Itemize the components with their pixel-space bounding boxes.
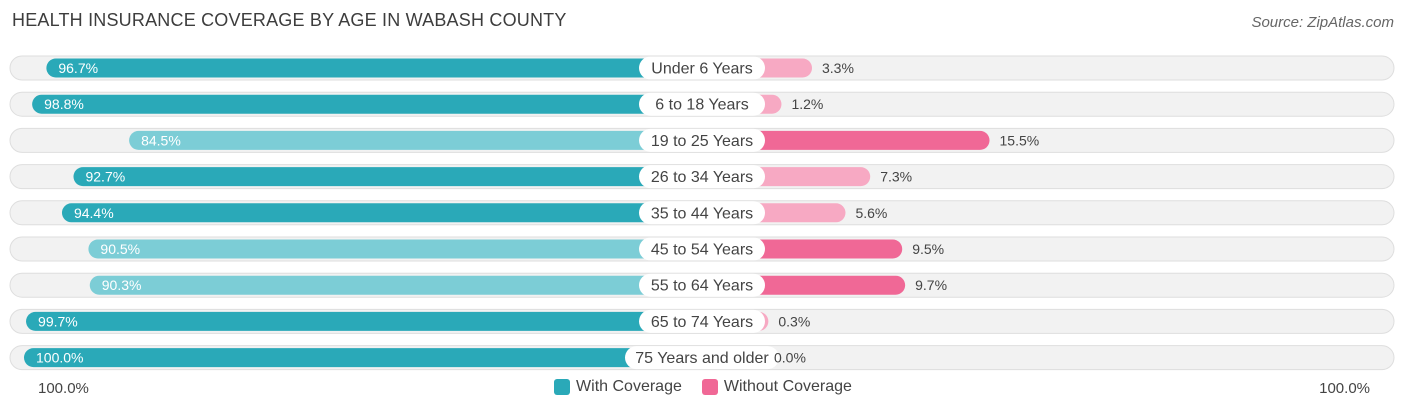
legend-label-without-coverage: Without Coverage [723,378,852,395]
category-label: 35 to 44 Years [651,205,753,222]
value-label-without-coverage: 9.5% [912,241,944,257]
value-label-with-coverage: 99.7% [38,313,78,329]
row-35-to-44-years: 94.4% 35 to 44 Years 5.6% [9,200,1395,226]
bar-with-coverage[interactable] [24,348,702,368]
category-label: Under 6 Years [651,61,752,78]
category-pill [639,309,765,333]
value-label-with-coverage: 84.5% [141,132,181,148]
row-45-to-54-years: 90.5% 45 to 54 Years 9.5% [9,236,1395,262]
bar-with-coverage[interactable] [61,203,702,223]
legend: With Coverage Without Coverage [0,378,1406,396]
bar-with-coverage[interactable] [32,94,703,114]
value-label-without-coverage: 0.0% [774,350,806,366]
bar-with-coverage[interactable] [88,239,702,259]
value-label-with-coverage: 94.4% [74,205,114,221]
row-55-to-64-years: 90.3% 55 to 64 Years 9.7% [9,272,1395,298]
value-label-with-coverage: 90.5% [100,241,140,257]
value-label-without-coverage: 7.3% [880,169,912,185]
row-65-to-74-years: 99.7% 65 to 74 Years 0.3% [9,308,1395,334]
row-26-to-34-years: 92.7% 26 to 34 Years 7.3% [9,164,1395,190]
category-label: 6 to 18 Years [655,97,748,114]
value-label-with-coverage: 98.8% [44,96,84,112]
bar-with-coverage[interactable] [129,130,703,150]
legend-swatch-without-coverage [701,379,718,395]
category-pill [639,201,765,225]
category-label: 75 Years and older [635,350,769,367]
category-pill [639,128,765,152]
legend-label-with-coverage: With Coverage [576,378,682,395]
legend-item-without-coverage[interactable]: Without Coverage [701,378,852,396]
bar-with-coverage[interactable] [46,58,702,78]
category-pill [625,346,779,370]
category-label: 26 to 34 Years [651,169,753,186]
category-pill [639,273,765,297]
category-label: 55 to 64 Years [651,278,753,295]
bar-without-coverage[interactable] [702,130,990,150]
legend-swatch-with-coverage [554,379,571,395]
source-credit: Source: ZipAtlas.com [1251,14,1394,31]
value-label-with-coverage: 90.3% [102,277,142,293]
value-label-with-coverage: 100.0% [36,350,83,366]
chart-title: HEALTH INSURANCE COVERAGE BY AGE IN WABA… [12,10,567,30]
axis-right-label: 100.0% [1319,380,1370,397]
row-under-6-years: 96.7% Under 6 Years 3.3% [9,55,1395,81]
value-label-without-coverage: 5.6% [855,205,887,221]
value-label-without-coverage: 0.3% [778,313,810,329]
category-label: 65 to 74 Years [651,314,753,331]
row-19-to-25-years: 84.5% 19 to 25 Years 15.5% [9,127,1395,153]
bar-with-coverage[interactable] [26,311,703,331]
legend-item-with-coverage[interactable]: With Coverage [554,378,682,396]
category-pill [639,56,765,80]
axis-left-label: 100.0% [38,380,89,397]
category-pill [639,165,765,189]
row-75-years-and-older: 100.0% 75 Years and older 0.0% [9,345,1395,371]
value-label-with-coverage: 96.7% [58,60,98,76]
value-label-without-coverage: 1.2% [791,96,823,112]
category-pill [639,237,765,261]
category-label: 45 to 54 Years [651,242,753,259]
value-label-without-coverage: 9.7% [915,277,947,293]
value-label-without-coverage: 15.5% [1000,132,1040,148]
category-label: 19 to 25 Years [651,133,753,150]
bar-with-coverage[interactable] [73,167,702,187]
value-label-with-coverage: 92.7% [85,169,125,185]
value-label-without-coverage: 3.3% [822,60,854,76]
row-6-to-18-years: 98.8% 6 to 18 Years 1.2% [9,91,1395,117]
bar-with-coverage[interactable] [89,275,703,295]
category-pill [639,92,765,116]
